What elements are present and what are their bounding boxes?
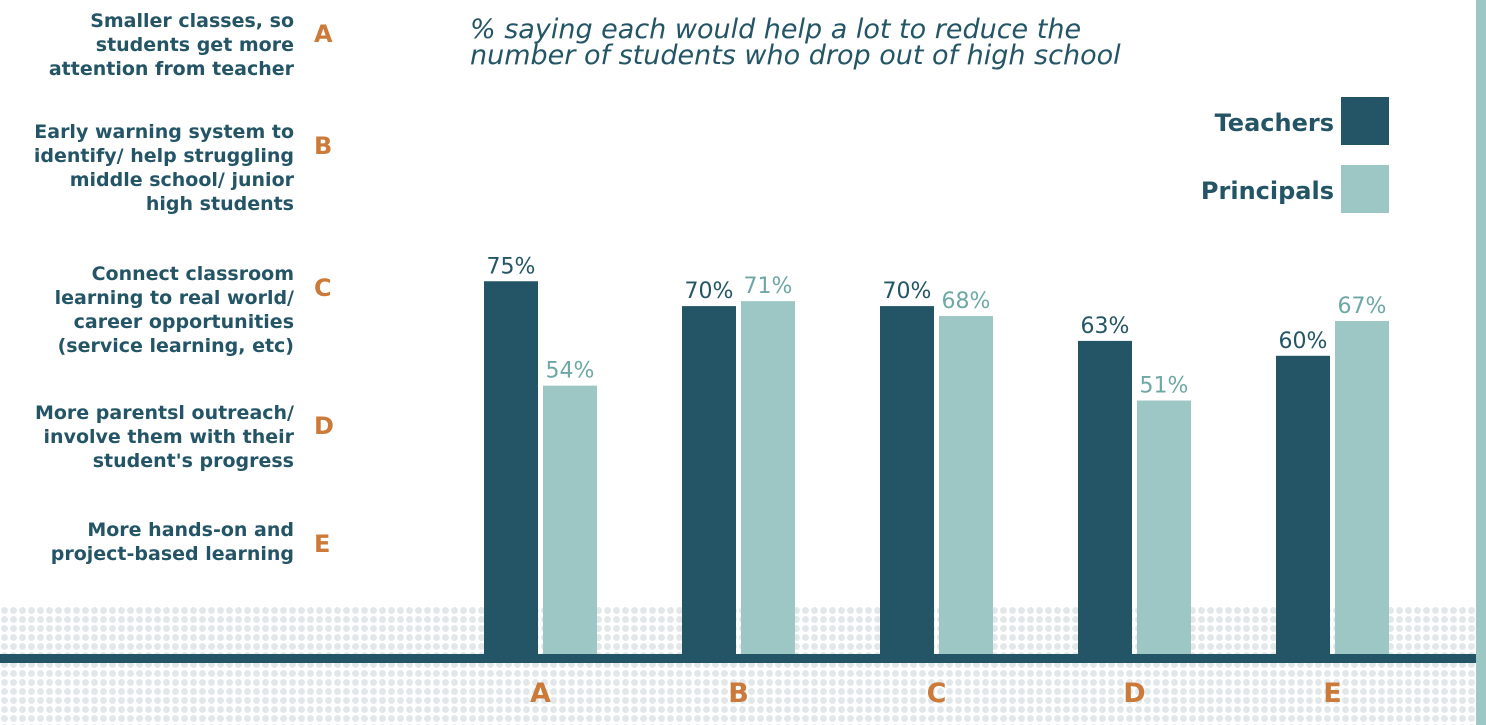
category-b-line: identify/ help struggling xyxy=(33,145,294,167)
category-a-description: Smaller classes, so students get more at… xyxy=(49,9,294,81)
bar-principals-e xyxy=(1335,321,1389,654)
bar-teachers-c xyxy=(880,306,934,654)
category-a-letter: A xyxy=(314,20,333,48)
bar-principals-a xyxy=(543,385,597,654)
chart-subtitle-line-2: number of students who drop out of high … xyxy=(470,40,1121,71)
data-label-teachers-d: 63% xyxy=(1081,314,1130,339)
data-label-teachers-a: 75% xyxy=(487,254,536,279)
data-label-principals-c: 68% xyxy=(942,289,991,314)
category-c-line: Connect classroom xyxy=(91,263,294,285)
data-label-principals-d: 51% xyxy=(1140,374,1189,399)
x-tick-label-e: E xyxy=(1323,678,1341,709)
bar-principals-d xyxy=(1137,400,1191,654)
category-a-line: Smaller classes, so xyxy=(90,10,294,32)
right-edge-accent xyxy=(1476,0,1486,725)
chart-subtitle-line-1: % saying each would help a lot to reduce… xyxy=(470,14,1082,45)
category-c-description: Connect classroom learning to real world… xyxy=(55,262,294,358)
data-label-principals-e: 67% xyxy=(1338,294,1387,319)
category-e-line: More hands-on and xyxy=(87,519,294,541)
category-c-line: career opportunities xyxy=(73,311,294,333)
data-label-teachers-e: 60% xyxy=(1279,329,1328,354)
category-c-line: learning to real world/ xyxy=(54,287,294,309)
chart-baseline xyxy=(0,654,1486,663)
bar-teachers-b xyxy=(682,306,736,654)
x-tick-label-b: B xyxy=(728,678,749,709)
data-label-principals-b: 71% xyxy=(744,274,793,299)
bar-teachers-e xyxy=(1276,355,1330,654)
category-e-description: More hands-on and project-based learning xyxy=(51,518,294,566)
legend-swatch-principals xyxy=(1341,165,1389,213)
category-b-letter: B xyxy=(314,132,333,160)
category-d-letter: D xyxy=(314,412,334,440)
x-tick-label-c: C xyxy=(927,678,947,709)
category-d-line: student's progress xyxy=(92,450,294,472)
category-a-line: students get more xyxy=(95,34,294,56)
data-label-principals-a: 54% xyxy=(546,359,595,384)
category-c-letter: C xyxy=(314,274,332,302)
x-tick-label-a: A xyxy=(530,678,551,709)
bar-teachers-d xyxy=(1078,340,1132,654)
category-a-line: attention from teacher xyxy=(48,58,294,80)
bar-principals-c xyxy=(939,316,993,654)
category-c-line: (service learning, etc) xyxy=(57,335,294,357)
category-d-line: involve them with their xyxy=(43,426,294,448)
category-b-description: Early warning system to identify/ help s… xyxy=(34,120,294,216)
category-d-description: More parentsl outreach/ involve them wit… xyxy=(35,401,294,473)
legend-label-principals: Principals xyxy=(1200,177,1334,205)
data-label-teachers-c: 70% xyxy=(883,279,932,304)
category-b-line: high students xyxy=(145,193,294,215)
category-b-line: middle school/ junior xyxy=(69,169,294,191)
legend-label-teachers: Teachers xyxy=(1214,109,1334,137)
x-tick-label-d: D xyxy=(1123,678,1145,709)
bar-principals-b xyxy=(741,301,795,654)
legend-swatch-teachers xyxy=(1341,97,1389,145)
category-e-line: project-based learning xyxy=(50,543,294,565)
data-label-teachers-b: 70% xyxy=(685,279,734,304)
category-d-line: More parentsl outreach/ xyxy=(34,402,294,424)
category-e-letter: E xyxy=(314,530,331,558)
category-b-line: Early warning system to xyxy=(34,121,294,143)
bar-teachers-a xyxy=(484,281,538,654)
